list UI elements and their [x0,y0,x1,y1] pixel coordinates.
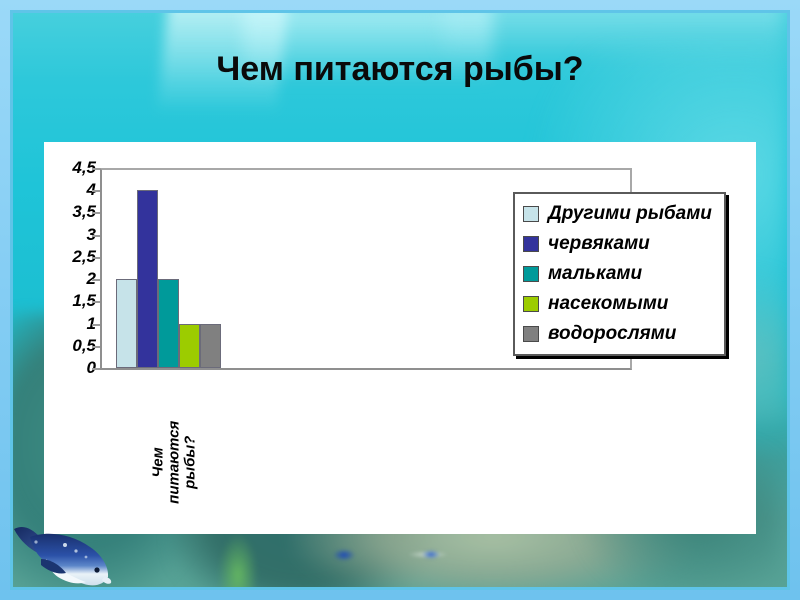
slide-title: Чем питаются рыбы? [216,50,584,88]
legend-item-2[interactable]: червяками [523,229,712,259]
legend-item-label: мальками [548,263,643,284]
y-axis-tick-mark [92,168,100,170]
fish-icon [333,549,355,561]
legend-item-4[interactable]: насекомыми [523,289,712,319]
bar-group [116,168,221,368]
y-axis-tick-label: 0 [86,358,96,377]
legend-swatch-icon [523,236,539,252]
y-axis-tick-mark [92,323,100,326]
category-axis-label-text: Чем питаются рыбы? [149,420,199,504]
bar-1[interactable] [116,279,137,368]
bar-3[interactable] [158,279,179,368]
bar-2[interactable] [137,190,158,368]
y-axis-tick-mark [92,256,100,259]
legend-swatch-icon [523,266,539,282]
y-axis-tick-mark [92,190,100,193]
legend-swatch-icon [523,296,539,312]
seaweed-icon [218,533,258,587]
y-axis-tick-label: 0,5 [72,335,96,355]
category-axis-label: Чем питаются рыбы? [114,378,244,504]
y-axis-tick-label: 1,5 [72,291,96,311]
legend-item-1[interactable]: Другими рыбами [523,199,712,229]
y-axis-tick-mark [92,212,100,215]
legend-swatch-icon [523,326,539,342]
y-axis-tick-mark [92,345,100,348]
y-axis-tick-label: 3,5 [72,202,96,222]
y-axis-tick-mark [92,234,100,237]
y-axis-tick-label: 2,5 [72,246,96,266]
bar-5[interactable] [200,323,221,368]
y-axis-tick-label: 4 [86,180,96,200]
chart-legend: Другими рыбами червяками мальками насекомым… [513,192,726,356]
y-axis-tick-label: 2 [86,269,96,289]
y-axis-tick-label: 4,5 [72,158,96,177]
fish-icon [422,550,440,559]
legend-item-label: насекомыми [548,293,669,314]
y-axis-tick-mark [92,301,100,304]
legend-item-5[interactable]: водорослями [523,319,712,349]
legend-swatch-icon [523,206,539,222]
y-axis-tick-label: 3 [86,224,96,244]
legend-item-label: водорослями [548,323,677,344]
y-axis-tick-label: 1 [86,313,96,333]
chart-panel: 4,5 4 3,5 3 2,5 2 1,5 1 0,5 0 Чем питаются рыбы? Др… [44,142,756,534]
y-axis-tick-mark [92,279,100,282]
legend-item-3[interactable]: мальками [523,259,712,289]
y-axis-tick-mark [92,368,100,370]
dolphin-image [8,515,126,593]
legend-item-label: Другими рыбами [548,203,712,224]
y-axis-labels: 4,5 4 3,5 3 2,5 2 1,5 1 0,5 0 [44,142,96,534]
bar-4[interactable] [179,323,200,368]
legend-item-label: червяками [548,233,650,254]
